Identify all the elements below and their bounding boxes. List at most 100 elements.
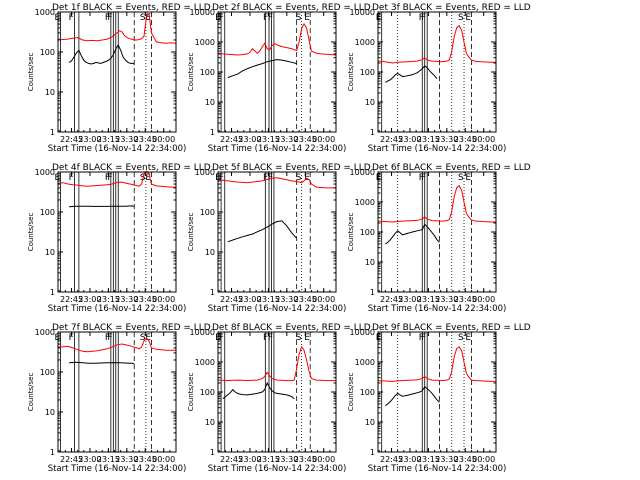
x-tick-label: 23:15 xyxy=(97,295,120,304)
marker-label: E xyxy=(376,13,382,23)
marker-label: S xyxy=(296,173,302,183)
y-tick-label: 10000 xyxy=(190,8,215,17)
marker-label: S xyxy=(140,13,146,23)
marker-label: E xyxy=(376,173,382,183)
x-tick-label: 23:15 xyxy=(97,135,120,144)
marker-label: S xyxy=(458,333,464,343)
marker-label: F xyxy=(421,13,426,23)
marker-label: E xyxy=(304,13,310,23)
x-tick-label: 23:30 xyxy=(275,135,298,144)
marker-label: E xyxy=(54,173,60,183)
marker-label: F xyxy=(268,173,273,183)
marker-label: E xyxy=(145,13,151,23)
x-axis-label: Start Time (16-Nov-14 22:34:00) xyxy=(368,464,507,474)
plot-frame xyxy=(377,11,497,133)
x-tick-label: 00:00 xyxy=(312,295,335,304)
y-tick-label: 1 xyxy=(210,288,215,297)
x-tick-label: 23:45 xyxy=(134,295,157,304)
y-tick-label: 100 xyxy=(360,388,375,397)
x-tick-label: 22:45 xyxy=(220,295,243,304)
y-tick-label: 1 xyxy=(50,448,55,457)
marker-label: E xyxy=(465,333,471,343)
y-tick-label: 10 xyxy=(205,418,215,427)
marker-label: F xyxy=(219,333,224,343)
marker-label: F xyxy=(107,173,112,183)
x-axis-label: Start Time (16-Nov-14 22:34:00) xyxy=(208,304,347,314)
x-tick-label: 22:45 xyxy=(60,455,83,464)
x-tick-label: 22:45 xyxy=(380,295,403,304)
y-axis-label: Counts/sec xyxy=(27,53,35,92)
y-tick-label: 10000 xyxy=(190,328,215,337)
y-tick-label: 100 xyxy=(200,68,215,77)
y-tick-label: 10 xyxy=(365,418,375,427)
events-series-line xyxy=(227,220,298,243)
marker-label: S xyxy=(458,173,464,183)
x-axis-label: Start Time (16-Nov-14 22:34:00) xyxy=(48,304,187,314)
marker-label: F xyxy=(268,333,273,343)
panel-title: Det 2f BLACK = Events, RED = LLD xyxy=(212,3,371,13)
marker-label: F xyxy=(105,13,110,23)
y-axis-label: Counts/sec xyxy=(187,213,195,252)
x-tick-label: 00:00 xyxy=(472,455,495,464)
marker-label: F xyxy=(107,13,112,23)
y-tick-label: 1000 xyxy=(195,358,215,367)
y-axis-label: Counts/sec xyxy=(347,373,355,412)
marker-label: E xyxy=(465,13,471,23)
events-series-line xyxy=(69,361,135,365)
x-tick-label: 23:45 xyxy=(294,135,317,144)
x-axis-label: Start Time (16-Nov-14 22:34:00) xyxy=(48,144,187,154)
lld-series-line xyxy=(57,337,176,353)
marker-label: E xyxy=(465,173,471,183)
x-axis-label: Start Time (16-Nov-14 22:34:00) xyxy=(208,144,347,154)
y-tick-label: 1000 xyxy=(355,38,375,47)
y-tick-label: 1000 xyxy=(35,168,55,177)
lld-series-line xyxy=(217,22,337,56)
marker-label: E xyxy=(376,333,382,343)
x-tick-label: 23:00 xyxy=(78,135,101,144)
y-tick-label: 100 xyxy=(40,368,55,377)
y-tick-label: 10 xyxy=(365,98,375,107)
marker-label: E xyxy=(54,13,60,23)
x-tick-label: 23:45 xyxy=(454,295,477,304)
y-tick-label: 100 xyxy=(200,388,215,397)
y-tick-label: 100 xyxy=(200,208,215,217)
events-series-line xyxy=(385,65,438,83)
x-tick-label: 00:00 xyxy=(152,295,175,304)
x-tick-label: 00:00 xyxy=(312,455,335,464)
marker-label: E xyxy=(145,333,151,343)
y-tick-label: 10 xyxy=(45,88,55,97)
y-tick-label: 1 xyxy=(50,128,55,137)
x-tick-label: 22:45 xyxy=(220,135,243,144)
x-tick-label: 00:00 xyxy=(312,135,335,144)
marker-label: E xyxy=(145,173,151,183)
x-tick-label: 23:30 xyxy=(115,295,138,304)
y-tick-label: 10 xyxy=(365,258,375,267)
y-tick-label: 10000 xyxy=(350,168,375,177)
y-tick-label: 1000 xyxy=(355,358,375,367)
marker-label: F xyxy=(219,13,224,23)
x-tick-label: 23:30 xyxy=(435,455,458,464)
events-series-line xyxy=(385,223,440,245)
panel-title: Det 8f BLACK = Events, RED = LLD xyxy=(212,323,371,333)
marker-label: E xyxy=(304,333,310,343)
x-tick-label: 23:15 xyxy=(257,295,280,304)
marker-label: F xyxy=(419,13,424,23)
y-axis-label: Counts/sec xyxy=(27,213,35,252)
y-tick-label: 1000 xyxy=(355,198,375,207)
marker-label: F xyxy=(268,13,273,23)
y-tick-label: 1 xyxy=(210,448,215,457)
y-tick-label: 1000 xyxy=(195,38,215,47)
x-tick-label: 00:00 xyxy=(152,455,175,464)
marker-label: F xyxy=(263,333,268,343)
y-axis-label: Counts/sec xyxy=(27,373,35,412)
plot-frame xyxy=(217,171,337,293)
x-tick-label: 23:45 xyxy=(294,295,317,304)
marker-label: F xyxy=(69,333,74,343)
y-tick-label: 1000 xyxy=(35,328,55,337)
y-tick-label: 100 xyxy=(360,228,375,237)
x-tick-label: 23:15 xyxy=(97,455,120,464)
